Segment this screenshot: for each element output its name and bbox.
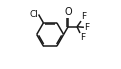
- Text: O: O: [64, 7, 72, 17]
- Text: F: F: [84, 23, 89, 32]
- Text: F: F: [80, 33, 85, 42]
- Text: F: F: [81, 12, 87, 21]
- Text: Cl: Cl: [29, 10, 38, 19]
